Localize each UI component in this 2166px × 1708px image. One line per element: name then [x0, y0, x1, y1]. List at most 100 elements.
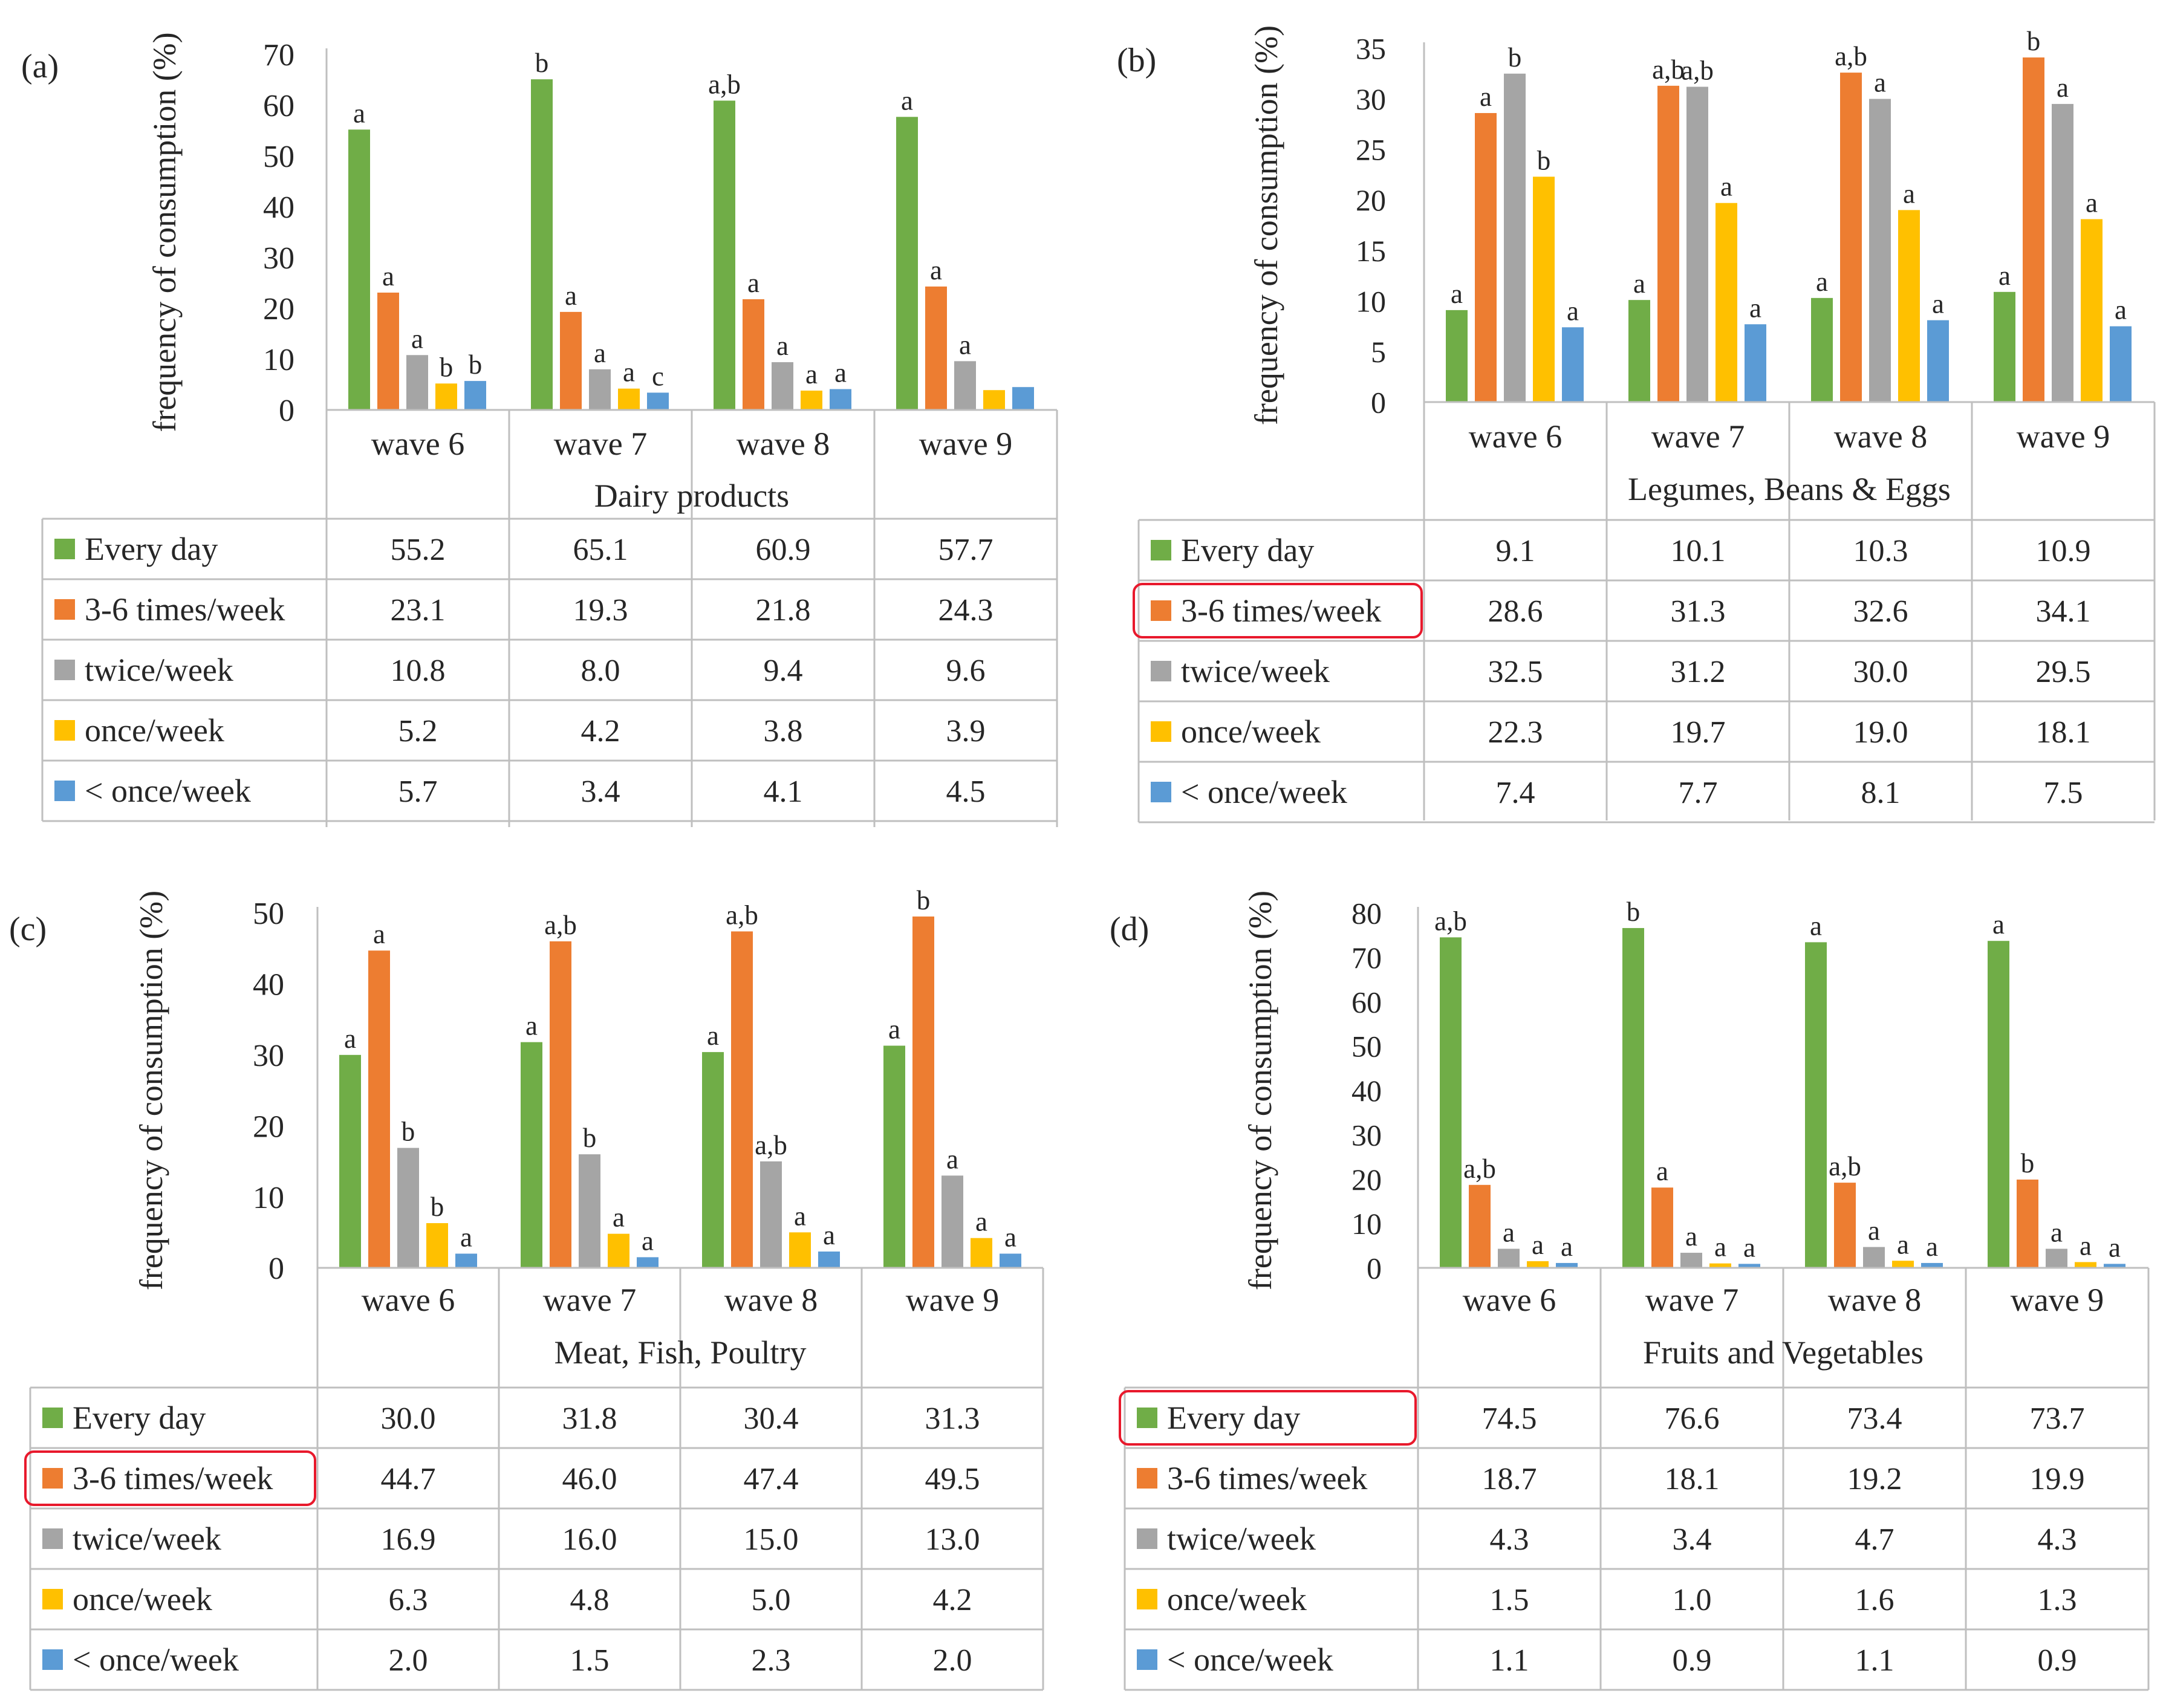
- y-tick-label: 15: [1356, 234, 1386, 268]
- table-cell: 7.5: [2044, 776, 2083, 810]
- table-cell: 1.1: [1855, 1643, 1894, 1678]
- legend-swatch-every-day: [54, 539, 75, 559]
- bar-every-day-wave-6: [1446, 310, 1468, 402]
- table-cell: 34.1: [2036, 594, 2091, 629]
- legend-label: Every day: [85, 531, 218, 567]
- significance-label: a: [1004, 1223, 1016, 1253]
- panel-label: (d): [1110, 911, 1149, 948]
- legend-label: < once/week: [1167, 1641, 1333, 1678]
- y-tick-label: 60: [263, 89, 294, 123]
- significance-label: a: [623, 357, 635, 388]
- y-tick-label: 30: [263, 241, 294, 276]
- bar-twice-week-wave-7: [1680, 1253, 1702, 1268]
- legend-swatch-3-6-times-week: [1137, 1468, 1157, 1489]
- bar-once-week-wave-8: [1892, 1261, 1914, 1268]
- bar-once-week-wave-9: [2081, 219, 2103, 402]
- significance-label: a: [642, 1226, 654, 1256]
- significance-label: a: [613, 1203, 625, 1233]
- significance-label: a: [901, 85, 913, 115]
- legend-label: once/week: [1167, 1581, 1307, 1617]
- table-cell: 31.3: [1671, 594, 1726, 629]
- category-label: wave 8: [724, 1282, 818, 1318]
- table-cell: 74.5: [1482, 1401, 1537, 1436]
- significance-label: a: [1810, 911, 1822, 941]
- significance-label: a,b: [1652, 54, 1685, 85]
- significance-label: a: [2115, 295, 2127, 325]
- significance-label: a: [1451, 279, 1463, 309]
- y-axis-title: frequency of consumption (%): [1242, 891, 1278, 1290]
- bar-every-day-wave-7: [531, 79, 553, 410]
- significance-label: a: [411, 323, 423, 354]
- significance-label: b: [917, 885, 931, 915]
- significance-label: a: [1897, 1229, 1909, 1259]
- category-label: wave 7: [1651, 418, 1745, 455]
- bar-3-6-times-week-wave-8: [731, 931, 753, 1268]
- table-cell: 10.9: [2036, 534, 2091, 568]
- bar-every-day-wave-8: [1805, 942, 1827, 1268]
- bar-3-6-times-week-wave-9: [2023, 57, 2044, 403]
- significance-label: a: [1720, 172, 1732, 202]
- legend-swatch-once-week: [1137, 1589, 1157, 1609]
- legend-label: 3-6 times/week: [73, 1460, 273, 1496]
- category-label: wave 6: [1463, 1282, 1556, 1318]
- category-label: wave 7: [543, 1282, 636, 1318]
- bar-3-6-times-week-wave-8: [1840, 73, 1862, 403]
- table-cell: 1.3: [2038, 1583, 2077, 1617]
- y-tick-label: 50: [263, 140, 294, 174]
- significance-label: a: [794, 1201, 806, 1231]
- significance-label: a: [373, 919, 385, 949]
- table-cell: 4.2: [933, 1583, 972, 1617]
- table-cell: 3.9: [946, 714, 986, 748]
- significance-label: a: [353, 98, 365, 128]
- y-tick-label: 20: [1351, 1163, 1382, 1197]
- legend-swatch-once-week: [54, 720, 75, 741]
- table-cell: 18.1: [2036, 715, 2091, 750]
- significance-label: a,b: [726, 900, 758, 930]
- significance-label: a: [1532, 1230, 1544, 1260]
- bar-once-week-wave-7: [1716, 203, 1737, 402]
- significance-label: a: [1561, 1232, 1573, 1262]
- significance-label: b: [1537, 145, 1551, 175]
- table-cell: 7.7: [1679, 776, 1718, 810]
- bar-every-day-wave-9: [883, 1045, 905, 1268]
- significance-label: a: [975, 1207, 987, 1237]
- y-tick-label: 10: [1356, 284, 1386, 318]
- legend-swatch-once-week: [1151, 782, 1171, 802]
- bar-once-week-wave-9: [1012, 387, 1034, 410]
- bar-once-week-wave-6: [1562, 327, 1584, 402]
- table-cell: 31.8: [562, 1401, 617, 1436]
- bar-twice-week-wave-6: [1504, 73, 1526, 403]
- bar-once-week-wave-7: [1745, 324, 1766, 402]
- legend-label: 3-6 times/week: [85, 591, 285, 628]
- bar-3-6-times-week-wave-6: [1475, 112, 1497, 402]
- y-tick-label: 50: [1351, 1030, 1382, 1063]
- table-cell: 47.4: [744, 1462, 799, 1496]
- chart-title: Fruits and Vegetables: [1643, 1334, 1924, 1371]
- table-cell: 5.7: [398, 774, 438, 809]
- panel-label: (a): [21, 48, 59, 85]
- table-cell: 19.3: [573, 593, 628, 628]
- bar-once-week-wave-8: [801, 391, 822, 410]
- significance-label: a: [946, 1144, 958, 1174]
- bar-twice-week-wave-9: [2052, 103, 2073, 402]
- significance-label: a: [1503, 1217, 1515, 1247]
- table-cell: 16.9: [381, 1522, 436, 1557]
- significance-label: a: [747, 268, 759, 298]
- y-tick-label: 50: [253, 897, 284, 931]
- bar-every-day-wave-6: [339, 1054, 361, 1268]
- table-cell: 3.4: [1673, 1522, 1712, 1557]
- bar-twice-week-wave-6: [397, 1148, 419, 1268]
- bar-once-week-wave-8: [830, 389, 851, 410]
- table-cell: 8.1: [1861, 776, 1901, 810]
- significance-label: a: [776, 331, 789, 361]
- bar-twice-week-wave-9: [942, 1175, 963, 1268]
- bar-once-week-wave-7: [618, 388, 640, 410]
- table-cell: 31.3: [925, 1401, 980, 1436]
- table-cell: 24.3: [938, 593, 994, 628]
- legend-swatch-twice-week: [1137, 1528, 1157, 1549]
- bar-once-week-wave-7: [1709, 1263, 1731, 1268]
- significance-label: a: [1926, 1232, 1938, 1262]
- significance-label: a: [1633, 268, 1645, 299]
- bar-twice-week-wave-8: [772, 362, 793, 410]
